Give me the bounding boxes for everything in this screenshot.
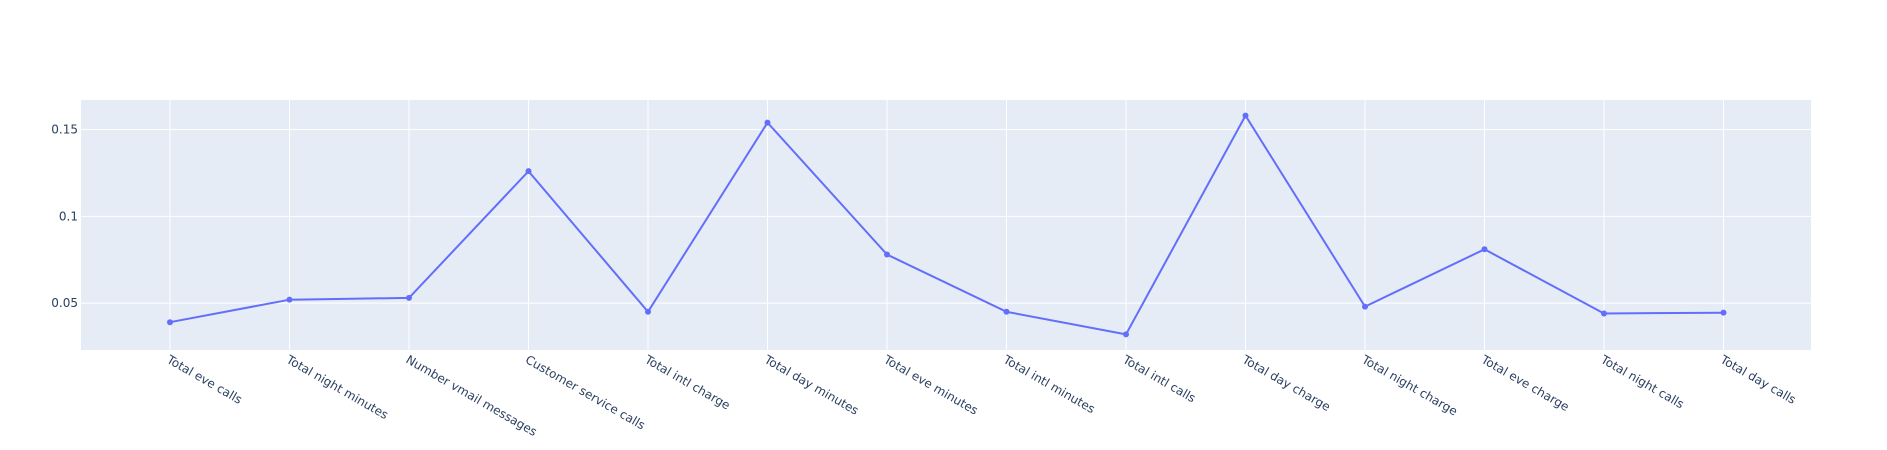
x-tick-label: Total intl calls: [1120, 352, 1198, 405]
x-tick-label: Total day calls: [1717, 352, 1798, 407]
data-point[interactable]: [1601, 310, 1607, 317]
y-tick-label: 0.15: [51, 123, 78, 137]
x-tick-label: Total day minutes: [761, 352, 861, 418]
data-point[interactable]: [525, 168, 532, 175]
data-point[interactable]: [1242, 112, 1249, 119]
data-point[interactable]: [286, 296, 293, 303]
x-tick-label: Total eve minutes: [881, 352, 981, 418]
data-point[interactable]: [764, 119, 771, 126]
y-tick-label: 0.05: [51, 296, 78, 310]
y-axis: 0.05 0.1 0.15: [51, 123, 78, 311]
x-tick-label: Customer service calls: [523, 352, 648, 432]
data-point[interactable]: [884, 251, 890, 258]
series-line: [169, 113, 1724, 336]
data-point[interactable]: [406, 294, 412, 301]
data-point[interactable]: [1123, 331, 1129, 338]
x-tick-label: Total day charge: [1239, 352, 1333, 414]
data-point[interactable]: [1720, 309, 1727, 316]
data-point[interactable]: [1481, 246, 1488, 253]
data-point[interactable]: [1362, 303, 1368, 310]
x-tick-label: Total eve calls: [164, 352, 245, 407]
data-point[interactable]: [167, 319, 173, 326]
data-point[interactable]: [1003, 308, 1010, 315]
grid-lines: [81, 100, 1811, 350]
x-tick-label: Total night minutes: [283, 352, 391, 422]
plot-area: [81, 100, 1811, 350]
data-point[interactable]: [645, 308, 651, 315]
x-tick-label: Total night charge: [1359, 352, 1460, 419]
x-axis: Total eve calls Total night minutes Number…: [164, 352, 1799, 439]
y-tick-label: 0.1: [59, 209, 78, 223]
x-tick-label: Total eve charge: [1478, 352, 1571, 414]
x-tick-label: Total intl minutes: [1000, 352, 1097, 416]
x-tick-label: Number vmail messages: [404, 352, 540, 439]
series-markers: [167, 112, 1727, 338]
x-tick-label: Total intl charge: [642, 352, 733, 413]
x-tick-label: Total night calls: [1598, 352, 1687, 411]
